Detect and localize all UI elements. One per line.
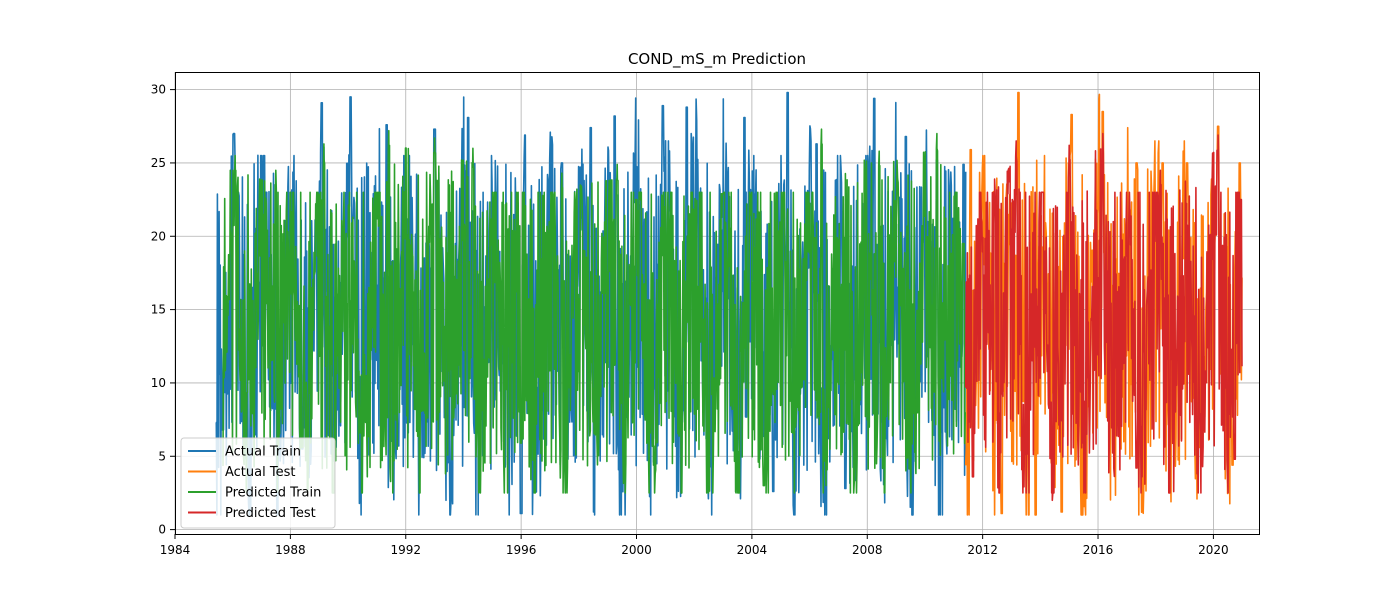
- y-tick-label: 0: [158, 523, 166, 537]
- x-tick-label: 1992: [390, 543, 421, 557]
- legend-label: Predicted Train: [225, 486, 321, 501]
- x-tick-label: 2000: [621, 543, 652, 557]
- x-tick-label: 1996: [506, 543, 537, 557]
- legend-label: Actual Test: [225, 465, 295, 480]
- y-tick-label: 15: [151, 303, 166, 317]
- axis-ticks: 1984 1988 1992 1996 2000 2004 2008 2012 2016 2020…: [151, 83, 1229, 557]
- chart-title: COND_mS_m Prediction: [628, 50, 806, 69]
- series-lines: [215, 91, 1243, 516]
- x-tick-label: 1984: [160, 543, 191, 557]
- series-line-predicted-test: [964, 132, 1243, 502]
- legend-label: Actual Train: [225, 445, 301, 460]
- x-tick-label: 2004: [737, 543, 768, 557]
- x-tick-label: 2016: [1083, 543, 1114, 557]
- y-tick-label: 20: [151, 229, 166, 243]
- y-tick-label: 30: [151, 83, 166, 97]
- x-tick-label: 1988: [275, 543, 306, 557]
- series-line-predicted-train: [222, 128, 966, 494]
- legend-label: Predicted Test: [225, 506, 316, 521]
- legend: Actual Train Actual Test Predicted Train Pr…: [180, 437, 336, 529]
- legend-box: [180, 437, 336, 529]
- x-tick-label: 2008: [852, 543, 883, 557]
- plot-frame: [175, 72, 1260, 535]
- x-tick-label: 2020: [1198, 543, 1229, 557]
- y-tick-label: 10: [151, 376, 166, 390]
- y-tick-label: 5: [158, 449, 166, 463]
- x-tick-label: 2012: [967, 543, 998, 557]
- y-tick-label: 25: [151, 156, 166, 170]
